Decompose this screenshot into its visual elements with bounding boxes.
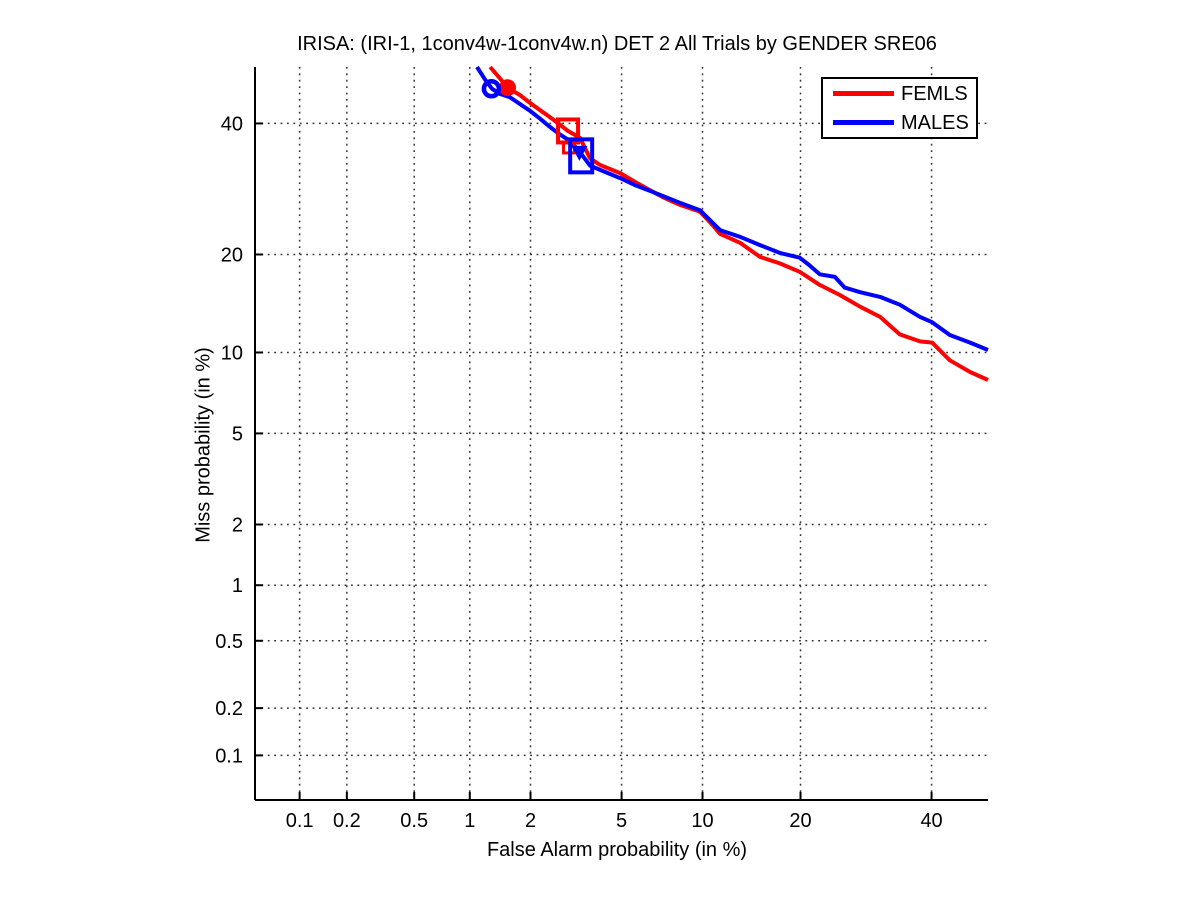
x-axis-label: False Alarm probability (in %)	[486, 839, 748, 861]
legend-label-males: MALES	[901, 111, 969, 134]
legend-line-males	[833, 120, 894, 125]
y-tick-label-20: 20	[221, 244, 243, 266]
marker-males-triangle-down-filled	[571, 145, 588, 161]
marker-males-circle-open	[481, 79, 502, 99]
legend-item-femls: FEMLS	[823, 84, 976, 104]
marker-males-square-open	[568, 137, 595, 175]
y-tick-label-0.1: 0.1	[215, 745, 243, 767]
y-tick-label-0.2: 0.2	[215, 698, 243, 720]
legend: FEMLS MALES	[821, 77, 978, 139]
y-tick-label-5: 5	[232, 423, 243, 445]
marker-femls-circle-filled	[498, 79, 516, 97]
x-tick-label-0.1: 0.1	[286, 810, 314, 832]
legend-line-femls	[833, 91, 894, 96]
x-tick-label-20: 20	[789, 810, 811, 832]
chart-title: IRISA: (IRI-1, 1conv4w-1conv4w.n) DET 2 …	[297, 33, 937, 55]
x-tick-label-2: 2	[525, 810, 536, 832]
y-tick-label-2: 2	[232, 514, 243, 536]
x-tick-label-10: 10	[691, 810, 713, 832]
x-tick-label-5: 5	[616, 810, 627, 832]
y-axis-label: Miss probability (in %)	[192, 347, 215, 543]
x-tick-label-0.5: 0.5	[400, 810, 428, 832]
y-tick-label-0.5: 0.5	[215, 631, 243, 653]
y-tick-label-40: 40	[221, 113, 243, 135]
y-tick-label-10: 10	[221, 342, 243, 364]
legend-item-males: MALES	[823, 113, 976, 133]
x-tick-label-1: 1	[464, 810, 475, 832]
x-tick-label-40: 40	[920, 810, 942, 832]
legend-label-femls: FEMLS	[901, 82, 968, 105]
x-tick-label-0.2: 0.2	[333, 810, 361, 832]
y-tick-label-1: 1	[232, 575, 243, 597]
det-curve-males	[475, 65, 989, 352]
